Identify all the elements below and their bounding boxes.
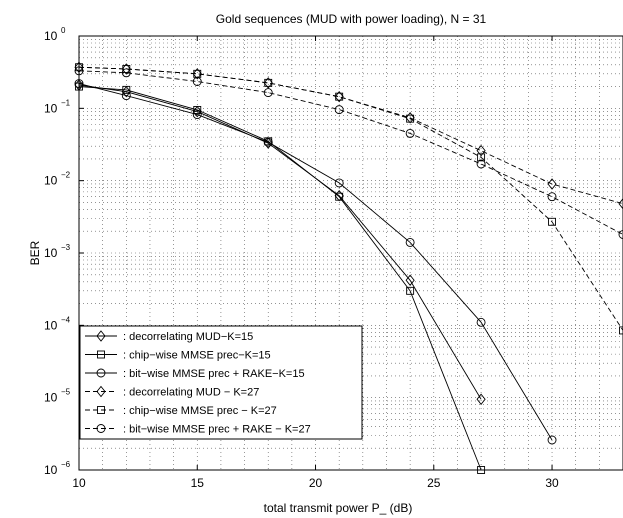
data-point-square [406,286,415,295]
y-tick-label: 10 [44,246,58,260]
data-point-diamond [263,77,273,89]
x-tick-label: 20 [309,476,323,490]
data-point-circle [121,68,131,78]
y-axis-label: BER [28,240,42,265]
data-point-circle [192,110,202,120]
data-point-diamond [405,112,415,124]
legend-box [79,325,363,440]
legend-entry: : bit−wise MMSE prec + RAKE−K=15 [85,368,305,380]
legend-entry: : chip−wise MMSE prec−K=15 [85,350,271,362]
data-point-diamond [476,144,486,157]
legend-entry: : bit−wise MMSE prec + RAKE − K=27 [85,424,311,436]
y-tick-label: 10 [44,101,58,115]
data-point-circle [263,137,273,147]
data-point-circle [192,77,202,86]
data-point-square [122,85,131,94]
data-point-circle [618,230,623,239]
y-tick-exponent: −3 [61,243,71,252]
legend-entries: : decorrelating MUD−K=15 : chip−wise MMSE… [85,330,311,436]
y-tick-label: 10 [44,174,58,188]
data-point-diamond [192,105,202,118]
legend-label: : bit−wise MMSE prec + RAKE−K=15 [123,368,305,380]
data-point-diamond [96,330,106,342]
plot-frame [78,35,623,471]
data-point-circle [476,317,486,327]
y-tick-exponent: −4 [61,315,71,324]
data-point-square [548,217,556,226]
data-point-diamond [192,68,202,80]
data-point-square [193,105,202,114]
data-point-circle [96,424,106,433]
x-axis-label: total transmit power P_ (dB) [264,501,413,515]
data-point-diamond [547,178,557,190]
data-point-square [619,326,623,335]
data-point-square [335,92,344,101]
legend-label: : bit−wise MMSE prec + RAKE − K=27 [123,424,311,436]
data-point-diamond [96,385,106,398]
data-point-circle [405,128,415,138]
y-tick-label: 10 [44,318,58,332]
x-tick-label: 25 [427,476,441,490]
data-point-square [97,350,105,359]
data-point-diamond [334,90,344,103]
data-point-circle [121,91,131,101]
legend-label: : decorrelating MUD − K=27 [123,387,259,399]
data-point-diamond [476,393,486,405]
data-point-circle [334,105,344,115]
y-tick-exponent: −6 [61,460,71,469]
legend-entry: : chip−wise MMSE prec − K=27 [85,405,277,417]
series-line [78,70,623,235]
data-point-circle [547,435,557,445]
data-point-circle [96,368,106,378]
chart-title: Gold sequences (MUD with power loading),… [216,12,487,26]
legend-label: : chip−wise MMSE prec − K=27 [123,405,277,417]
series-4 [74,61,623,210]
x-tick-label: 15 [191,476,205,490]
y-tick-exponent: −2 [61,171,71,180]
data-point-square [406,114,415,123]
series-line [78,86,482,471]
x-tick-label: 10 [72,476,86,490]
data-point-square [264,78,273,87]
data-point-circle [405,237,415,247]
y-tick-exponent: −1 [61,98,71,107]
y-tick-label: 10 [44,463,58,477]
data-point-square [97,406,105,414]
legend-entry: : decorrelating MUD−K=15 [85,330,253,343]
data-point-square [335,192,344,201]
y-tick-label: 10 [44,29,58,43]
series-line [78,66,623,331]
data-point-square [477,153,486,162]
data-point-diamond [121,63,131,75]
data-point-diamond [618,198,623,210]
data-point-circle [476,159,486,169]
series-line [78,83,553,441]
data-point-circle [547,192,557,202]
legend-label: : chip−wise MMSE prec−K=15 [123,350,271,362]
y-tick-exponent: −5 [61,388,71,397]
data-point-square [122,65,131,73]
x-tick-label: 30 [545,476,559,490]
legend-label: : decorrelating MUD−K=15 [123,331,253,343]
data-point-circle [334,178,344,188]
y-tick-exponent: 0 [61,26,66,35]
y-tick-label: 10 [44,391,58,405]
legend-entry: : decorrelating MUD − K=27 [85,385,259,399]
data-point-diamond [334,189,344,202]
series-line [78,66,623,205]
data-point-diamond [405,274,415,286]
data-point-circle [263,88,273,98]
series-6 [74,66,623,239]
legend: : decorrelating MUD−K=15 : chip−wise MMSE… [79,325,363,440]
